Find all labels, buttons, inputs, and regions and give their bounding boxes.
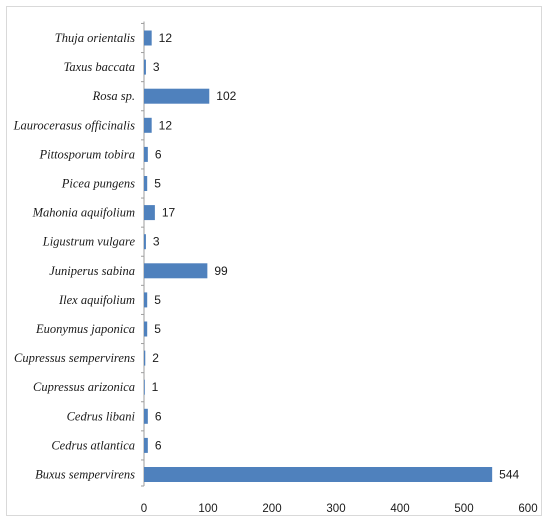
bar [144, 117, 152, 133]
category-label: Ilex aquifolium [58, 293, 135, 307]
bar [144, 379, 145, 395]
data-label: 1 [152, 380, 159, 394]
bar [144, 292, 148, 308]
x-tick-label: 600 [518, 503, 537, 515]
bar [144, 205, 155, 221]
bar [144, 437, 148, 453]
category-label: Ligustrum vulgare [42, 235, 136, 249]
data-label: 3 [153, 60, 160, 74]
chart-frame [6, 6, 542, 516]
category-label: Cupressus arizonica [33, 380, 135, 394]
x-tick-label: 200 [262, 503, 281, 515]
category-label: Cupressus sempervirens [14, 351, 135, 365]
x-tick-label: 300 [326, 503, 345, 515]
data-label: 102 [216, 89, 236, 103]
bar [144, 30, 152, 46]
category-label: Pittosporum tobira [39, 147, 136, 161]
bar [144, 146, 148, 162]
x-tick-label: 500 [454, 503, 473, 515]
category-label: Cedrus atlantica [51, 438, 135, 452]
data-label: 5 [154, 293, 161, 307]
data-label: 17 [162, 206, 176, 220]
bar [144, 59, 146, 75]
bar [144, 350, 146, 366]
data-label: 5 [154, 322, 161, 336]
bar [144, 234, 146, 250]
data-label: 6 [155, 409, 162, 423]
data-label: 5 [154, 177, 161, 191]
data-label: 12 [159, 31, 173, 45]
bar [144, 263, 208, 279]
bar [144, 321, 148, 337]
data-label: 3 [153, 235, 160, 249]
x-tick-label: 0 [141, 503, 147, 515]
category-label: Cedrus libani [67, 409, 136, 423]
category-label: Euonymus japonica [35, 322, 135, 336]
category-label: Thuja orientalis [55, 31, 135, 45]
bar [144, 408, 148, 424]
data-label: 12 [159, 118, 173, 132]
data-label: 6 [155, 438, 162, 452]
bar [144, 88, 210, 104]
category-label: Buxus sempervirens [35, 468, 135, 482]
x-tick-label: 100 [198, 503, 217, 515]
data-label: 99 [214, 264, 228, 278]
data-label: 6 [155, 147, 162, 161]
data-label: 544 [499, 468, 519, 482]
bar [144, 176, 148, 191]
category-label: Rosa sp. [92, 89, 135, 103]
bar [144, 467, 493, 482]
category-label: Laurocerasus officinalis [13, 118, 136, 132]
x-tick-label: 400 [390, 503, 409, 515]
data-label: 2 [152, 351, 159, 365]
category-label: Juniperus sabina [49, 264, 135, 278]
category-label: Picea pungens [61, 177, 135, 191]
category-label: Mahonia aquifolium [32, 206, 135, 220]
category-label: Taxus baccata [64, 60, 135, 74]
